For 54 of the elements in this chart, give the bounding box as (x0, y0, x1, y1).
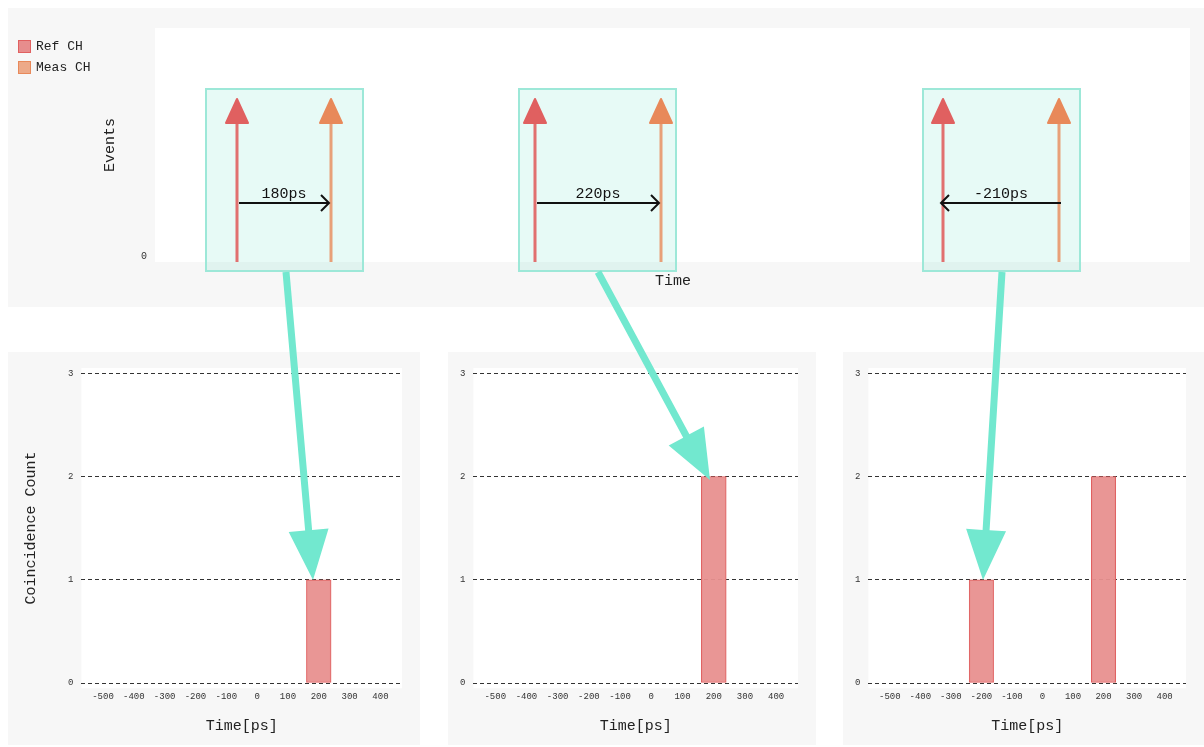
x-tick-label: -100 (215, 691, 238, 702)
x-tick-label: 300 (341, 691, 358, 702)
y-tick-label: 2 (459, 471, 466, 482)
y-tick-label: 1 (459, 575, 466, 586)
y-tick-label: 0 (459, 678, 466, 689)
x-tick-label: 400 (1156, 691, 1173, 702)
y-tick-label: 1 (67, 575, 74, 586)
y-tick-label: 3 (854, 368, 861, 379)
text: 220ps (575, 186, 621, 203)
x-tick-label: -200 (184, 691, 207, 702)
x-tick-label: -100 (609, 691, 631, 702)
text: Time (654, 273, 692, 290)
x-tick-label: 0 (648, 691, 655, 702)
x-tick-label: -500 (92, 691, 114, 702)
x-axis-title: Time[ps] (991, 717, 1064, 735)
x-tick-label: 300 (1125, 691, 1143, 702)
y-axis-title: Coincidence Count (22, 451, 40, 605)
legend-label: Meas CH (36, 59, 91, 77)
legend-label: Ref CH (36, 38, 83, 56)
x-tick-label: -100 (1001, 691, 1023, 702)
text: 0 (141, 251, 148, 262)
x-tick-label: 200 (1095, 691, 1112, 702)
x-tick-label: 200 (310, 691, 327, 702)
x-tick-label: -400 (123, 691, 145, 702)
text: Events (101, 117, 119, 173)
x-tick-label: -300 (940, 691, 962, 702)
x-tick-label: -200 (578, 691, 600, 702)
x-tick-label: 300 (736, 691, 754, 702)
x-tick-label: -200 (970, 691, 993, 702)
x-tick-label: 0 (1039, 691, 1046, 702)
x-tick-label: -300 (153, 691, 176, 702)
y-tick-label: 0 (854, 678, 861, 689)
x-tick-label: 100 (674, 691, 691, 702)
y-tick-label: 2 (67, 471, 74, 482)
x-tick-label: 100 (279, 691, 297, 702)
x-tick-label: -400 (515, 691, 538, 702)
x-tick-label: -500 (878, 691, 901, 702)
x-tick-label: 0 (254, 691, 260, 702)
y-tick-label: 3 (459, 368, 466, 379)
x-tick-label: 100 (1064, 691, 1082, 702)
y-tick-label: 1 (854, 575, 861, 586)
x-tick-label: 400 (768, 691, 785, 702)
x-tick-label: -500 (484, 691, 507, 702)
x-tick-label: 400 (372, 691, 389, 702)
x-tick-label: -400 (909, 691, 932, 702)
text: 180ps (261, 186, 307, 203)
x-axis-title: Time[ps] (205, 717, 278, 735)
x-tick-label: -300 (546, 691, 569, 702)
text: -210ps (973, 186, 1029, 203)
y-tick-label: 0 (67, 678, 74, 689)
y-tick-label: 2 (854, 471, 861, 482)
y-tick-label: 3 (67, 368, 74, 379)
x-axis-title: Time[ps] (599, 717, 672, 735)
x-tick-label: 200 (705, 691, 722, 702)
